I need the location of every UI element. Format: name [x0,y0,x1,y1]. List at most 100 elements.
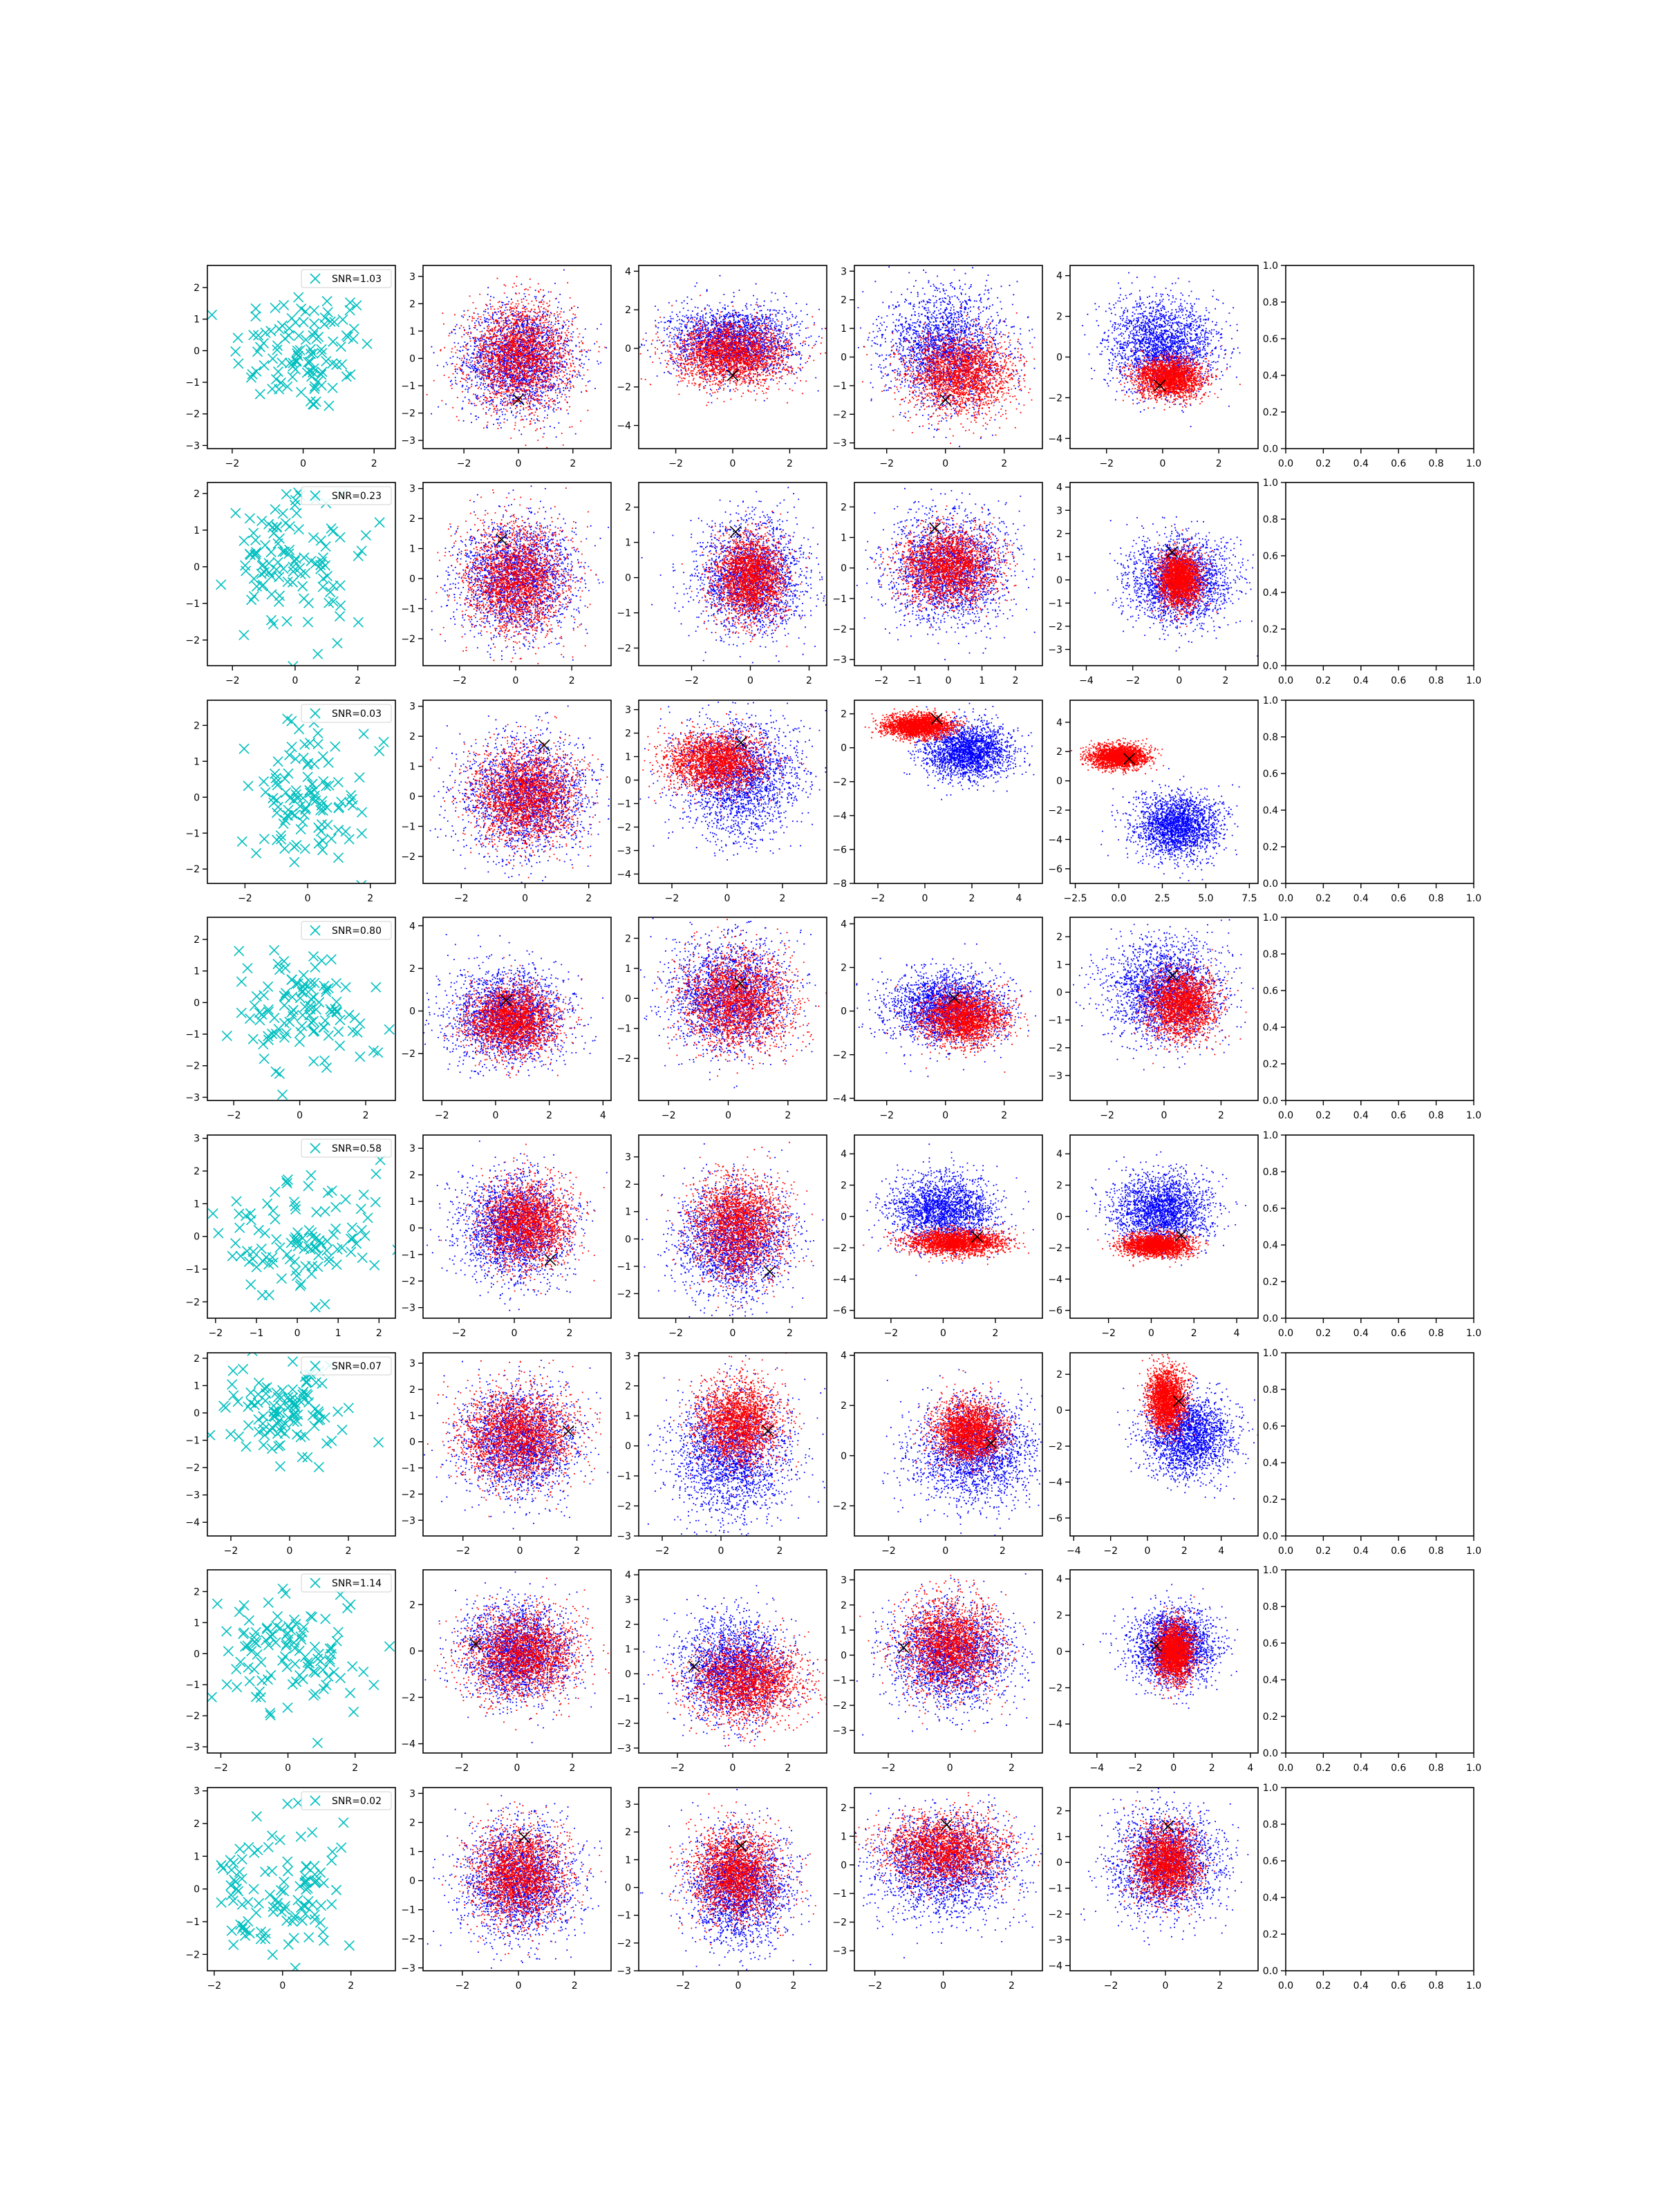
y-tick-label: 0 [194,1232,200,1243]
y-tick-label: 0 [1056,575,1062,586]
y-tick-label: −6 [1048,1513,1062,1524]
legend-label: SNR=0.07 [332,1361,382,1372]
x-tick-label: 0 [735,1980,742,1991]
y-tick-label: −2 [1048,393,1062,404]
y-tick-label: 0.4 [1263,588,1278,599]
x-tick-label: 2 [1001,1110,1007,1121]
x-tick-label: −2 [884,1328,899,1339]
y-tick-label: 2 [841,1600,847,1611]
x-tick-label: −2.5 [1064,893,1087,904]
x-tick-label: 0 [1163,1980,1169,1991]
y-tick-label: 2 [841,1400,847,1412]
y-tick-label: 3 [194,1786,200,1797]
legend-label: SNR=0.80 [332,926,382,937]
y-tick-label: −2 [185,1949,200,1960]
y-tick-label: 2 [625,1620,631,1631]
y-tick-label: 0.0 [1263,1531,1278,1542]
y-tick-label: 0.4 [1263,1022,1278,1033]
x-tick-label: 0 [718,1546,724,1557]
y-tick-label: 0.8 [1263,732,1278,743]
y-tick-label: 4 [1056,482,1062,494]
x-tick-label: 0.6 [1391,1980,1406,1991]
y-tick-label: 1 [841,1625,847,1636]
y-tick-label: −2 [832,624,847,635]
y-tick-label: 1 [194,1380,200,1391]
x-tick-label: 0.8 [1428,675,1443,686]
y-tick-label: 0 [841,563,847,574]
y-tick-label: 0 [1056,1212,1062,1223]
y-tick-label: −3 [617,1531,631,1542]
x-tick-label: −2 [457,458,471,469]
x-tick-label: 0 [1170,1763,1177,1774]
y-tick-label: −2 [617,1501,631,1512]
x-tick-label: 0 [1161,1110,1168,1121]
x-tick-label: 0.4 [1353,1763,1369,1774]
y-tick-label: −2 [1048,1043,1062,1054]
y-tick-label: −3 [185,1092,200,1103]
y-tick-label: 0.2 [1263,1059,1278,1070]
legend: SNR=0.23 [301,487,391,505]
y-tick-label: 1 [841,324,847,335]
y-tick-label: −2 [401,1692,415,1703]
y-tick-label: 0 [1056,1405,1062,1416]
y-tick-label: −4 [617,869,631,880]
y-tick-label: 2 [841,963,847,974]
x-tick-label: 0 [513,675,519,686]
x-tick-label: −2 [238,893,252,904]
y-tick-label: −3 [832,1725,847,1736]
x-tick-label: −4 [1090,1763,1105,1774]
y-tick-label: 0 [1056,1647,1062,1658]
x-tick-label: 0 [946,675,952,686]
x-tick-label: 0.4 [1353,893,1369,904]
y-tick-label: 0.4 [1263,1675,1278,1686]
x-tick-label: 1 [335,1328,341,1339]
y-tick-label: 2 [194,935,200,946]
y-tick-label: −2 [617,1718,631,1730]
y-tick-label: 2 [194,1819,200,1830]
x-tick-label: 0 [724,893,731,904]
y-tick-label: 0 [409,574,415,585]
y-tick-label: 0.2 [1263,1494,1278,1506]
x-tick-label: −2 [868,1980,882,1991]
y-tick-label: −1 [832,594,847,605]
y-tick-label: 1 [625,964,631,975]
legend-label: SNR=0.23 [332,491,382,502]
x-tick-label: 2 [355,675,361,686]
y-tick-label: −2 [832,1918,847,1929]
y-tick-label: 0 [409,1876,415,1887]
y-tick-label: 0 [1056,776,1062,787]
y-tick-label: 0.2 [1263,1277,1278,1288]
y-tick-label: 2 [841,295,847,306]
y-tick-label: 3 [409,1788,415,1799]
x-tick-label: 0 [940,1980,946,1991]
x-tick-label: 0 [940,1328,946,1339]
y-tick-label: 0.0 [1263,1313,1278,1324]
y-tick-label: 4 [841,1351,847,1362]
x-tick-label: 0.6 [1391,1328,1406,1339]
y-tick-label: 0.0 [1263,661,1278,672]
x-tick-label: −2 [668,458,683,469]
x-tick-label: 2 [371,458,377,469]
x-tick-label: 2 [570,458,576,469]
y-tick-label: −6 [1048,864,1062,875]
y-tick-label: 0 [1056,1857,1062,1868]
x-tick-label: −2 [455,1763,469,1774]
x-tick-label: −1 [250,1328,264,1339]
y-tick-label: 2 [625,1381,631,1392]
y-tick-label: 1 [1056,959,1062,971]
x-tick-label: 2 [585,893,592,904]
y-tick-label: 0 [625,1669,631,1680]
y-tick-label: 1.0 [1263,695,1278,706]
x-tick-label: 0 [294,1328,301,1339]
x-tick-label: −2 [665,893,679,904]
x-tick-label: −2 [224,1546,238,1557]
y-tick-label: 2 [625,503,631,514]
x-tick-label: 1.0 [1466,675,1481,686]
y-tick-label: −1 [185,1264,200,1275]
x-tick-label: −2 [1103,1546,1118,1557]
y-tick-label: 1.0 [1263,1130,1278,1141]
y-tick-label: −4 [1048,1274,1062,1285]
x-tick-label: −2 [214,1763,228,1774]
y-tick-label: 0 [409,791,415,803]
